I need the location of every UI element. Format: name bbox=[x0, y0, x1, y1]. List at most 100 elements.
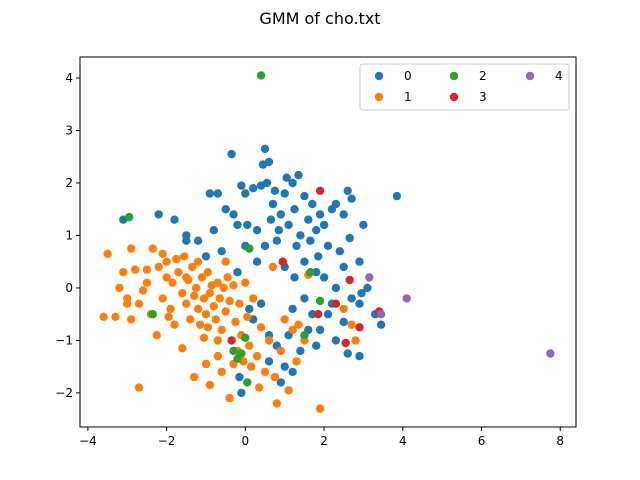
data-point bbox=[256, 299, 266, 308]
data-point bbox=[158, 294, 167, 303]
axis-ticks: −4 −2 0 2 4 6 8 −2 −1 0 1 2 3 4 bbox=[55, 71, 564, 448]
data-point bbox=[203, 323, 213, 332]
data-point bbox=[170, 320, 179, 329]
data-point bbox=[306, 236, 315, 245]
y-tick-label: 2 bbox=[65, 176, 73, 190]
data-point bbox=[335, 247, 344, 256]
data-point bbox=[288, 367, 297, 377]
data-point bbox=[148, 244, 157, 253]
data-point bbox=[170, 215, 179, 224]
data-point bbox=[103, 249, 112, 258]
data-point bbox=[221, 205, 230, 214]
x-tick-label: 6 bbox=[478, 434, 486, 448]
data-point bbox=[331, 299, 341, 308]
data-point bbox=[123, 299, 132, 308]
data-point bbox=[209, 302, 218, 311]
x-tick-label: −4 bbox=[79, 434, 97, 448]
data-point bbox=[237, 181, 246, 190]
data-point bbox=[339, 304, 348, 314]
y-tick-label: 0 bbox=[65, 281, 73, 295]
data-point bbox=[247, 362, 256, 371]
data-point bbox=[237, 349, 246, 358]
data-point bbox=[243, 312, 252, 321]
data-point bbox=[154, 210, 163, 219]
data-point bbox=[172, 254, 181, 264]
data-point bbox=[315, 186, 325, 195]
data-point bbox=[174, 268, 183, 277]
data-point bbox=[280, 315, 289, 324]
data-point bbox=[315, 404, 325, 413]
data-point bbox=[308, 310, 317, 319]
data-point bbox=[162, 273, 171, 282]
data-point bbox=[343, 349, 352, 358]
data-point bbox=[262, 178, 272, 188]
data-point bbox=[256, 323, 266, 332]
data-point bbox=[345, 275, 354, 285]
data-point bbox=[300, 257, 309, 266]
data-point bbox=[219, 283, 228, 293]
data-point bbox=[319, 220, 329, 230]
data-point bbox=[280, 362, 289, 371]
data-point bbox=[347, 294, 356, 303]
data-point bbox=[178, 289, 187, 298]
legend-marker bbox=[374, 92, 384, 102]
data-point bbox=[339, 262, 348, 272]
data-point bbox=[280, 189, 289, 198]
data-point bbox=[355, 257, 364, 266]
data-point bbox=[154, 262, 163, 272]
data-point bbox=[264, 157, 274, 167]
data-point bbox=[249, 184, 258, 193]
data-point bbox=[182, 236, 191, 245]
data-point bbox=[168, 278, 177, 287]
data-point bbox=[288, 325, 297, 335]
data-point bbox=[331, 336, 341, 345]
data-point bbox=[312, 268, 321, 277]
legend-label: 4 bbox=[555, 69, 563, 83]
data-point bbox=[290, 273, 299, 282]
legend-item-0: 0 bbox=[374, 69, 412, 83]
data-point bbox=[227, 336, 236, 345]
data-point bbox=[292, 241, 301, 251]
legend-marker bbox=[449, 71, 459, 81]
data-point bbox=[392, 191, 402, 201]
data-point bbox=[138, 286, 148, 295]
data-point bbox=[314, 252, 323, 261]
data-point bbox=[296, 231, 305, 240]
legend-item-3: 3 bbox=[449, 90, 487, 104]
data-point bbox=[223, 273, 232, 282]
data-point bbox=[276, 378, 285, 387]
data-point bbox=[319, 273, 329, 282]
data-point bbox=[205, 189, 215, 198]
data-point bbox=[227, 149, 236, 159]
data-point bbox=[276, 346, 285, 356]
data-point bbox=[331, 283, 341, 293]
data-point bbox=[343, 186, 352, 195]
legend-box bbox=[359, 63, 570, 111]
data-point bbox=[300, 191, 309, 201]
data-point bbox=[243, 378, 252, 387]
chart-title: GMM of cho.txt bbox=[259, 9, 380, 28]
legend-label: 0 bbox=[404, 69, 412, 83]
data-point bbox=[376, 320, 386, 329]
data-point bbox=[274, 226, 283, 235]
data-point bbox=[221, 307, 230, 316]
data-point bbox=[270, 372, 280, 382]
data-point bbox=[205, 289, 215, 298]
data-point bbox=[203, 268, 213, 277]
data-point bbox=[205, 380, 215, 390]
data-point bbox=[355, 351, 364, 361]
data-point bbox=[199, 294, 209, 303]
data-point bbox=[193, 304, 203, 314]
data-point bbox=[264, 357, 274, 366]
legend-item-4: 4 bbox=[525, 69, 563, 83]
legend-item-2: 2 bbox=[449, 69, 487, 83]
data-point bbox=[312, 226, 321, 235]
data-point bbox=[546, 349, 555, 358]
data-point bbox=[213, 278, 222, 287]
data-point bbox=[288, 304, 297, 314]
data-point bbox=[152, 331, 161, 340]
data-point bbox=[323, 310, 333, 319]
data-point bbox=[256, 71, 266, 80]
data-point bbox=[355, 299, 364, 308]
data-point bbox=[363, 283, 372, 293]
